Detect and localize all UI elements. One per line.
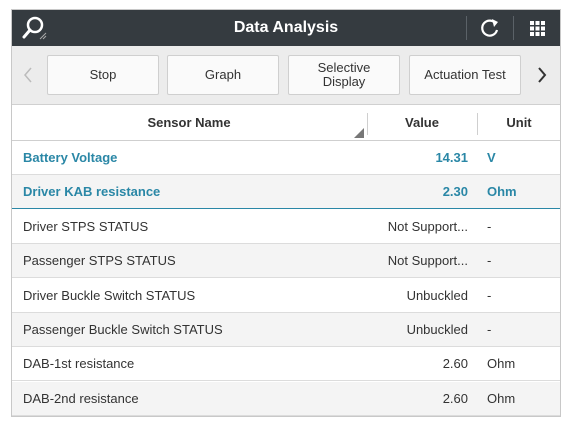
top-bar: Data Analysis bbox=[12, 10, 560, 46]
table-row[interactable]: Driver STPS STATUS Not Support... - bbox=[12, 210, 560, 244]
separator bbox=[513, 16, 514, 40]
table-row[interactable]: Passenger Buckle Switch STATUS Unbuckled - bbox=[12, 313, 560, 347]
table-row[interactable]: DAB-2nd resistance 2.60 Ohm bbox=[12, 381, 560, 416]
sensor-unit: Ohm bbox=[487, 184, 517, 200]
separator bbox=[367, 113, 368, 135]
sensor-value: Not Support... bbox=[387, 218, 468, 234]
column-header[interactable]: Unit bbox=[506, 115, 532, 130]
sensor-unit: Ohm bbox=[487, 390, 516, 406]
sensor-name: Driver KAB resistance bbox=[23, 184, 161, 200]
refresh-icon[interactable] bbox=[468, 10, 512, 46]
sensor-value: 14.31 bbox=[435, 150, 468, 165]
table-row[interactable]: Driver KAB resistance 2.30 Ohm bbox=[12, 175, 560, 210]
sensor-name: DAB-2nd resistance bbox=[23, 390, 139, 406]
app-window: Data Analysis Stop Graph Selective Display… bbox=[11, 9, 561, 417]
sensor-value: Not Support... bbox=[387, 253, 468, 269]
sensor-name: Battery Voltage bbox=[23, 150, 118, 165]
menu-grid-icon[interactable] bbox=[515, 10, 560, 46]
sensor-unit: - bbox=[487, 253, 492, 269]
table-row[interactable]: Passenger STPS STATUS Not Support... - bbox=[12, 244, 560, 279]
table-row[interactable]: DAB-1st resistance 2.60 Ohm bbox=[12, 347, 560, 382]
column-header[interactable]: Value bbox=[405, 115, 439, 130]
toolbar-button[interactable]: Stop bbox=[47, 55, 159, 95]
sensor-unit: V bbox=[487, 150, 496, 165]
toolbar-button[interactable]: Selective Display bbox=[288, 55, 400, 95]
sensor-unit: - bbox=[487, 322, 492, 337]
table-row[interactable]: Driver Buckle Switch STATUS Unbuckled - bbox=[12, 279, 560, 313]
toolbar-button[interactable]: Graph bbox=[167, 55, 279, 95]
sensor-value: Unbuckled bbox=[406, 322, 468, 337]
sensor-value: 2.30 bbox=[442, 184, 468, 200]
scroll-right[interactable] bbox=[534, 55, 550, 95]
scroll-left[interactable] bbox=[20, 55, 36, 95]
resize-handle bbox=[354, 128, 364, 138]
sensor-value: 2.60 bbox=[442, 390, 468, 406]
sensor-value: Unbuckled bbox=[406, 287, 468, 303]
sensor-value: 2.60 bbox=[442, 356, 468, 372]
sensor-name: Driver Buckle Switch STATUS bbox=[23, 287, 196, 303]
sensor-name: DAB-1st resistance bbox=[23, 356, 135, 372]
title: Data Analysis bbox=[233, 19, 339, 36]
sensor-unit: Ohm bbox=[487, 356, 516, 372]
column-header[interactable]: Sensor Name bbox=[147, 115, 231, 130]
sensor-unit: - bbox=[487, 218, 492, 234]
separator bbox=[466, 16, 467, 40]
separator bbox=[477, 113, 478, 135]
toolbar: Stop Graph Selective Display Actuation Test bbox=[12, 46, 560, 105]
toolbar-button[interactable]: Actuation Test bbox=[409, 55, 521, 95]
table-header: Sensor Name Value Unit bbox=[12, 105, 560, 141]
sensor-unit: - bbox=[487, 287, 492, 303]
table-row[interactable]: Battery Voltage 14.31 V bbox=[12, 141, 560, 175]
sensor-name: Passenger STPS STATUS bbox=[23, 253, 176, 269]
sensor-name: Driver STPS STATUS bbox=[23, 218, 149, 234]
sensor-name: Passenger Buckle Switch STATUS bbox=[23, 322, 223, 337]
search-icon[interactable] bbox=[18, 10, 52, 46]
